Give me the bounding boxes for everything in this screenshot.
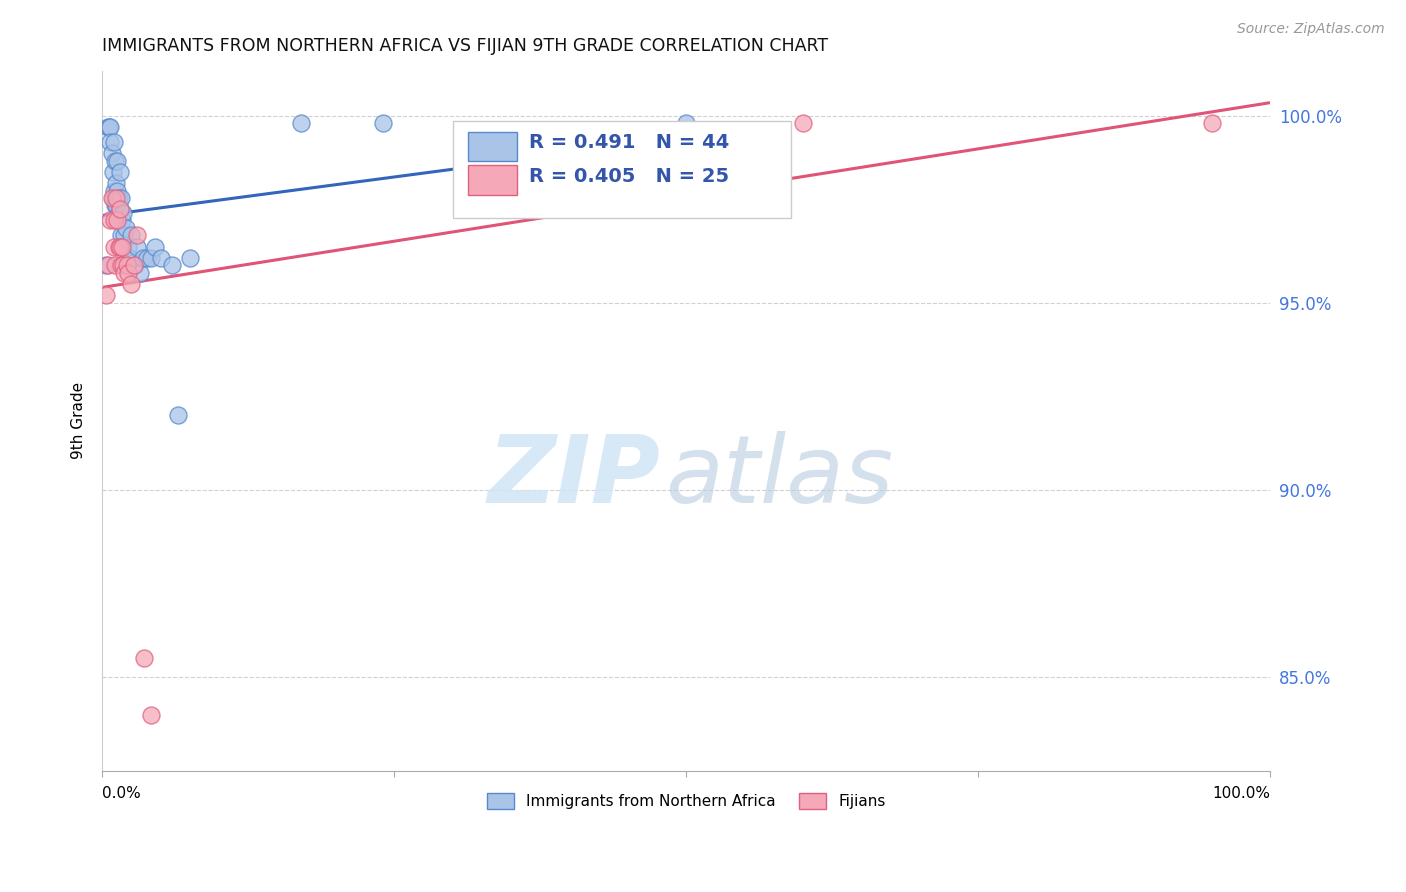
- Point: [371, 116, 394, 130]
- Point: [114, 221, 136, 235]
- Point: [118, 251, 141, 265]
- Text: 0.0%: 0.0%: [103, 786, 141, 801]
- Point: [112, 206, 135, 220]
- FancyBboxPatch shape: [453, 121, 792, 218]
- Point: [98, 120, 121, 134]
- Point: [94, 288, 117, 302]
- Point: [94, 259, 117, 273]
- Point: [135, 251, 157, 265]
- Text: IMMIGRANTS FROM NORTHERN AFRICA VS FIJIAN 9TH GRADE CORRELATION CHART: IMMIGRANTS FROM NORTHERN AFRICA VS FIJIA…: [103, 37, 828, 55]
- Point: [1201, 116, 1223, 130]
- Point: [120, 228, 142, 243]
- Point: [141, 707, 163, 722]
- Point: [101, 191, 124, 205]
- Point: [122, 259, 145, 273]
- Point: [141, 251, 163, 265]
- Point: [108, 240, 131, 254]
- Point: [104, 198, 127, 212]
- FancyBboxPatch shape: [468, 165, 517, 194]
- Point: [105, 184, 128, 198]
- Text: atlas: atlas: [665, 431, 894, 522]
- Point: [105, 191, 128, 205]
- Point: [124, 259, 146, 273]
- Point: [105, 210, 128, 224]
- Point: [100, 213, 122, 227]
- Point: [792, 116, 814, 130]
- Point: [104, 153, 127, 168]
- Point: [132, 251, 155, 265]
- Point: [179, 251, 201, 265]
- Text: R = 0.405   N = 25: R = 0.405 N = 25: [529, 167, 728, 186]
- Legend: Immigrants from Northern Africa, Fijians: Immigrants from Northern Africa, Fijians: [481, 788, 893, 815]
- Text: ZIP: ZIP: [488, 431, 661, 523]
- Point: [105, 198, 128, 212]
- Point: [115, 259, 138, 273]
- Point: [103, 135, 125, 149]
- Point: [100, 120, 122, 134]
- Point: [97, 120, 120, 134]
- Point: [111, 240, 134, 254]
- Point: [127, 228, 149, 243]
- Point: [111, 213, 134, 227]
- Point: [134, 651, 156, 665]
- Point: [101, 165, 124, 179]
- Point: [100, 135, 122, 149]
- Point: [110, 191, 132, 205]
- Point: [110, 228, 132, 243]
- Point: [117, 266, 139, 280]
- Text: R = 0.491   N = 44: R = 0.491 N = 44: [529, 133, 728, 153]
- Point: [128, 266, 150, 280]
- FancyBboxPatch shape: [468, 132, 517, 161]
- Point: [108, 202, 131, 217]
- Y-axis label: 9th Grade: 9th Grade: [72, 382, 86, 459]
- Point: [104, 259, 127, 273]
- Point: [117, 240, 139, 254]
- Point: [107, 191, 129, 205]
- Point: [105, 153, 128, 168]
- Point: [120, 277, 142, 291]
- Point: [675, 116, 697, 130]
- Point: [143, 240, 166, 254]
- Text: Source: ZipAtlas.com: Source: ZipAtlas.com: [1237, 22, 1385, 37]
- Point: [167, 408, 190, 422]
- Point: [107, 240, 129, 254]
- Point: [110, 259, 132, 273]
- Point: [103, 213, 125, 227]
- Point: [127, 240, 149, 254]
- Point: [290, 116, 312, 130]
- Point: [100, 146, 122, 161]
- Point: [112, 259, 135, 273]
- Point: [107, 213, 129, 227]
- Point: [103, 240, 125, 254]
- Point: [112, 266, 135, 280]
- Point: [108, 202, 131, 217]
- Point: [100, 191, 122, 205]
- Point: [103, 184, 125, 198]
- Point: [162, 259, 184, 273]
- Point: [105, 213, 128, 227]
- Point: [149, 251, 172, 265]
- Point: [112, 228, 135, 243]
- Point: [105, 176, 128, 190]
- Point: [108, 165, 131, 179]
- Text: 100.0%: 100.0%: [1212, 786, 1271, 801]
- Point: [97, 259, 120, 273]
